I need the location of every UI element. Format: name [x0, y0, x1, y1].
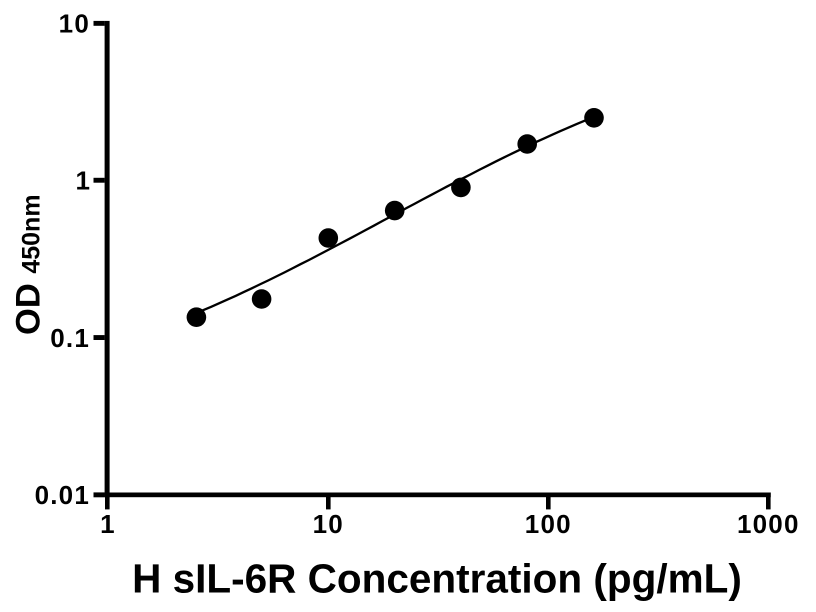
svg-text:H sIL-6R Concentration (pg/mL): H sIL-6R Concentration (pg/mL): [132, 556, 742, 602]
svg-text:10: 10: [59, 9, 90, 39]
svg-text:100: 100: [525, 509, 572, 539]
svg-text:10: 10: [313, 509, 344, 539]
svg-text:0.1: 0.1: [50, 323, 90, 353]
svg-text:1000: 1000: [737, 509, 800, 539]
svg-text:OD 450nm: OD 450nm: [10, 194, 48, 335]
svg-text:1: 1: [76, 166, 90, 196]
svg-text:1: 1: [100, 509, 114, 539]
svg-text:0.01: 0.01: [35, 480, 90, 510]
